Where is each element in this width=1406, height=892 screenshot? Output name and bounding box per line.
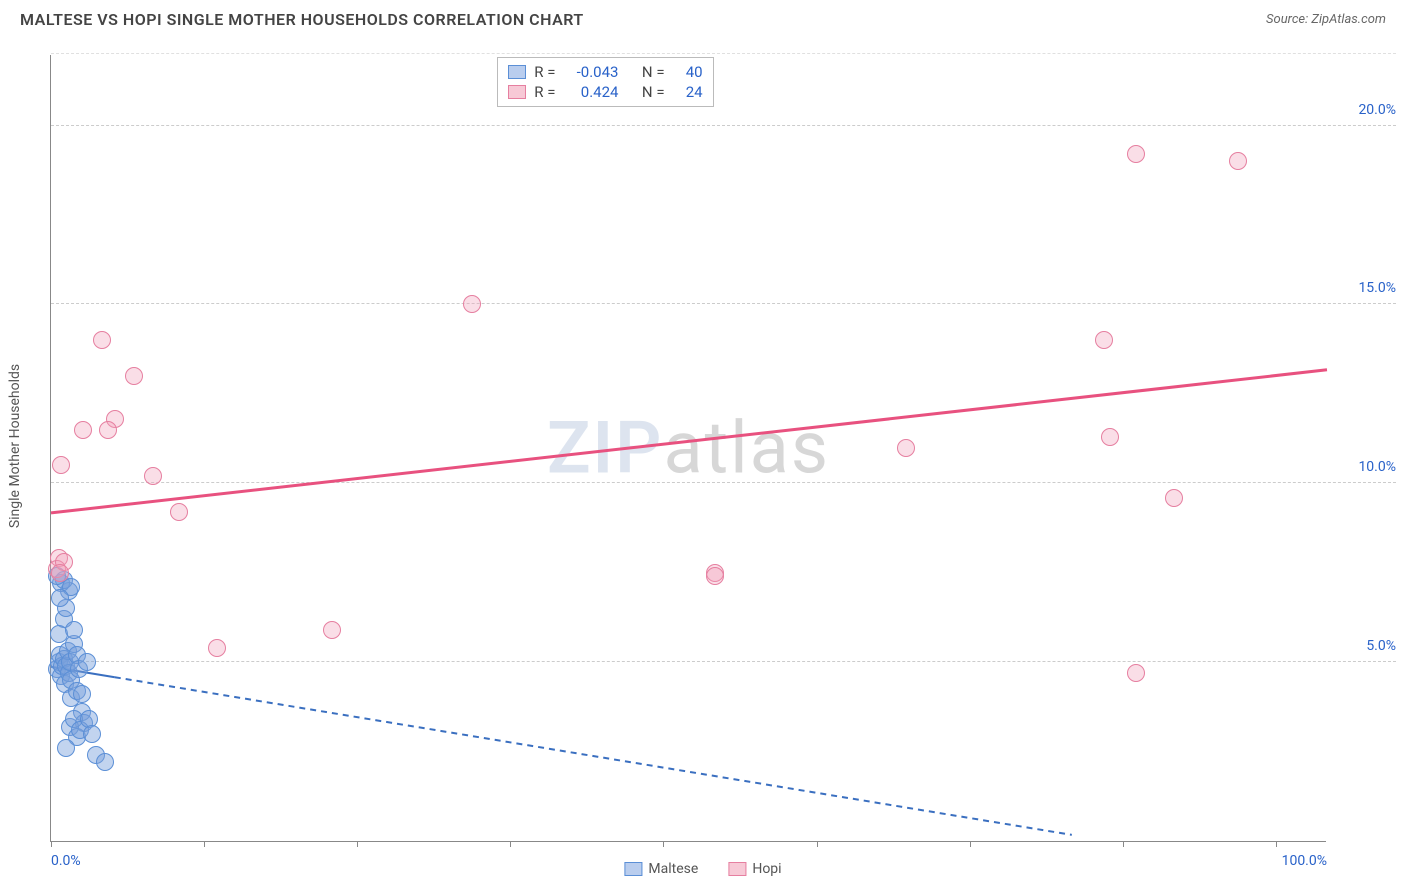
legend-swatch [728,862,746,876]
scatter-point-hopi [125,367,143,385]
scatter-point-hopi [1165,489,1183,507]
stat-value-n: 40 [673,63,703,81]
legend-label: Maltese [648,861,698,877]
x-tick [817,841,818,847]
gridline-h [51,482,1396,483]
x-tick [663,841,664,847]
legend-swatch [624,862,642,876]
scatter-point-hopi [208,639,226,657]
x-tick [510,841,511,847]
y-tick-label: 5.0% [1336,638,1396,654]
scatter-point-hopi [144,467,162,485]
scatter-point-hopi [1127,145,1145,163]
chart-plot-area: ZIPatlas R =-0.043 N =40R =0.424 N =24 5… [50,55,1326,842]
stats-legend-box: R = -0.043 N = 40 R = 0.424 N = 24 [497,57,713,107]
legend-swatch [508,85,526,99]
trend-lines [51,55,1327,842]
stat-value-r: -0.043 [563,63,618,81]
y-tick-label: 15.0% [1336,280,1396,296]
x-tick-label: 0.0% [51,853,81,869]
gridline-h [51,125,1396,126]
y-tick-label: 20.0% [1336,102,1396,118]
x-tick [1276,841,1277,847]
stat-label-n: N = [642,63,665,81]
scatter-point-maltese [83,725,101,743]
scatter-point-hopi [1127,664,1145,682]
scatter-point-hopi [52,456,70,474]
stat-label-r: R = [534,63,555,81]
scatter-point-hopi [706,567,724,585]
series-legend: Maltese Hopi [624,861,781,877]
chart-title: MALTESE VS HOPI SINGLE MOTHER HOUSEHOLDS… [20,10,584,29]
x-tick [970,841,971,847]
legend-label: Hopi [752,861,781,877]
legend-item: Maltese [624,861,698,877]
x-tick [204,841,205,847]
stat-label-r: R = [534,83,555,101]
scatter-point-hopi [99,421,117,439]
gridline-h [51,303,1396,304]
stat-value-r: 0.424 [563,83,618,101]
legend-swatch [508,65,526,79]
stats-row: R = -0.043 N = 40 [508,62,702,82]
scatter-point-hopi [1229,152,1247,170]
scatter-point-hopi [93,331,111,349]
scatter-point-maltese [51,589,69,607]
legend-item: Hopi [728,861,781,877]
x-tick-label: 100.0% [1282,853,1327,869]
x-tick [1123,841,1124,847]
watermark: ZIPatlas [547,406,830,491]
scatter-point-hopi [170,503,188,521]
scatter-point-hopi [51,564,69,582]
x-tick [51,841,52,847]
scatter-point-maltese [78,653,96,671]
scatter-point-hopi [74,421,92,439]
scatter-point-maltese [57,739,75,757]
y-axis-label: Single Mother Households [7,364,23,528]
scatter-point-maltese [65,621,83,639]
x-tick [357,841,358,847]
y-tick-label: 10.0% [1336,459,1396,475]
stat-label-n: N = [642,83,665,101]
scatter-point-hopi [463,295,481,313]
stat-value-n: 24 [673,83,703,101]
gridline-h [51,53,1396,54]
scatter-point-maltese [96,753,114,771]
scatter-point-hopi [1095,331,1113,349]
scatter-point-maltese [73,685,91,703]
source-label: Source: ZipAtlas.com [1266,12,1386,27]
stats-row: R = 0.424 N = 24 [508,82,702,102]
scatter-point-hopi [1101,428,1119,446]
scatter-point-hopi [897,439,915,457]
scatter-point-hopi [323,621,341,639]
gridline-h [51,661,1396,662]
